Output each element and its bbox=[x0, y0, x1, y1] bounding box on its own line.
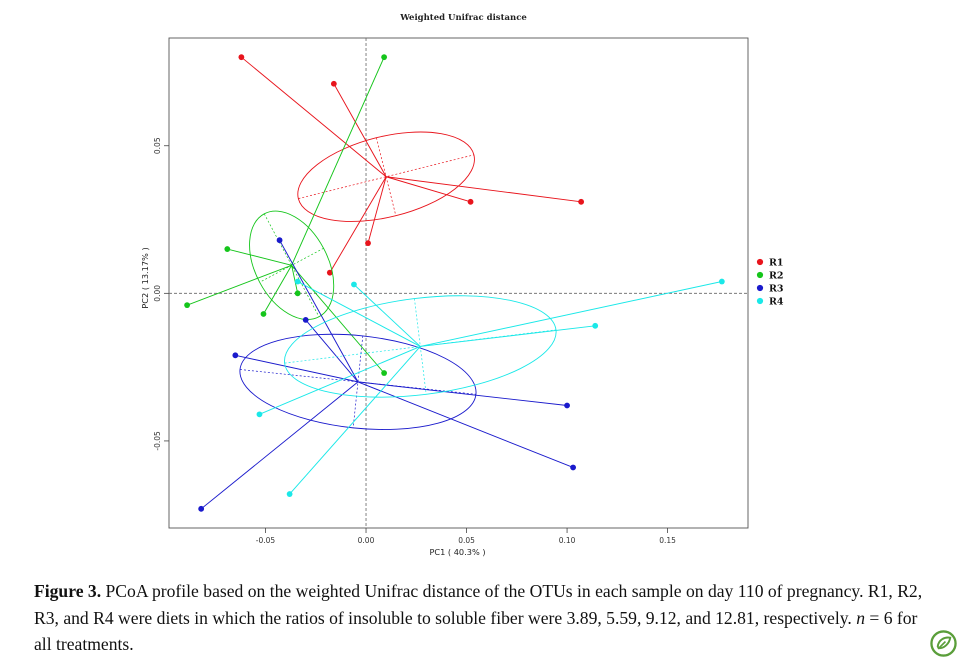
r1-spoke bbox=[333, 83, 387, 177]
r4-spoke bbox=[353, 284, 421, 347]
r2-point bbox=[184, 302, 190, 309]
r2-spoke bbox=[291, 56, 385, 266]
r2-spoke bbox=[186, 264, 292, 306]
r1-point bbox=[365, 240, 371, 247]
y-tick-label: -0.05 bbox=[153, 431, 162, 451]
r4-point bbox=[592, 322, 599, 329]
r1-point bbox=[326, 269, 333, 276]
y-tick-label: 0.05 bbox=[153, 137, 162, 154]
r2-spoke bbox=[227, 248, 292, 266]
r2-spoke bbox=[291, 265, 299, 294]
r2-spoke bbox=[263, 265, 293, 315]
y-axis-label: PC2 ( 13.17% ) bbox=[140, 247, 150, 308]
r3-spoke bbox=[357, 381, 574, 468]
r1-point bbox=[578, 198, 585, 205]
r4-spoke bbox=[289, 346, 421, 495]
r2-point bbox=[224, 246, 231, 252]
r3-spoke bbox=[305, 319, 359, 383]
x-tick-label: -0.05 bbox=[256, 536, 276, 545]
r4-spoke bbox=[259, 346, 421, 415]
r3-spoke bbox=[357, 381, 568, 406]
r3-point bbox=[570, 464, 576, 471]
caption-text-2: = 6 for all treatments. bbox=[34, 607, 918, 655]
r1-legend-marker bbox=[756, 258, 764, 266]
x-tick-label: 0.05 bbox=[458, 536, 475, 545]
r4-legend-label: R4 bbox=[769, 297, 784, 308]
x-tick-label: 0.10 bbox=[559, 536, 576, 545]
r4-spoke bbox=[420, 281, 722, 347]
caption-text-1: PCoA profile based on the weighted Unifr… bbox=[34, 581, 923, 628]
r2-ellipse-major-axis bbox=[263, 213, 320, 317]
r3-point bbox=[232, 352, 239, 359]
r3-spoke bbox=[200, 381, 359, 510]
r2-point bbox=[294, 290, 301, 297]
caption-n-symbol: n bbox=[856, 607, 865, 628]
x-tick-label: 0.00 bbox=[358, 536, 375, 545]
r2-point bbox=[381, 370, 388, 376]
r4-spoke bbox=[420, 325, 596, 347]
r2-point bbox=[260, 311, 267, 317]
r4-legend-marker bbox=[756, 297, 764, 305]
r2-point bbox=[381, 54, 388, 61]
pcoa-chart: Weighted Unifrac distance -0.05 0.00 0.05 0.… bbox=[140, 13, 784, 557]
r1-spoke bbox=[241, 56, 387, 178]
journal-leaf-icon bbox=[930, 630, 957, 657]
r1-spoke bbox=[385, 176, 471, 203]
r3-spoke bbox=[235, 354, 359, 383]
r4-point bbox=[351, 281, 357, 288]
r3-ellipse-major-axis bbox=[239, 369, 476, 395]
r4-point bbox=[286, 491, 293, 497]
r3-legend-label: R3 bbox=[769, 284, 784, 295]
chart-title: Weighted Unifrac distance bbox=[399, 13, 527, 23]
r4-point bbox=[256, 411, 263, 418]
r3-ellipse-minor-axis bbox=[352, 335, 364, 428]
r2-spoke bbox=[291, 264, 385, 374]
r3-point bbox=[302, 316, 309, 323]
figure-label: Figure 3. bbox=[34, 581, 102, 601]
r3-point bbox=[198, 505, 205, 512]
r3-point bbox=[564, 402, 570, 409]
y-tick-label: 0.00 bbox=[153, 285, 162, 302]
r3-legend-marker bbox=[756, 284, 764, 292]
r3-spoke bbox=[279, 239, 359, 383]
r4-spoke bbox=[297, 281, 421, 347]
figure-caption: Figure 3. PCoA profile based on the weig… bbox=[34, 578, 934, 658]
r2-legend-marker bbox=[756, 271, 764, 279]
r1-spoke bbox=[367, 176, 387, 244]
r1-spoke bbox=[386, 176, 582, 203]
r1-legend-label: R1 bbox=[769, 258, 784, 269]
r4-point bbox=[718, 278, 725, 285]
r1-spoke bbox=[329, 176, 387, 273]
x-axis-label: PC1 ( 40.3% ) bbox=[429, 547, 485, 557]
r2-legend-label: R2 bbox=[769, 271, 784, 282]
x-tick-label: 0.15 bbox=[659, 536, 676, 545]
r4-point bbox=[294, 278, 301, 285]
r1-point bbox=[238, 54, 245, 61]
plot-frame bbox=[168, 37, 749, 529]
r3-point bbox=[276, 237, 283, 244]
r1-point bbox=[467, 198, 474, 205]
r1-point bbox=[330, 80, 337, 87]
